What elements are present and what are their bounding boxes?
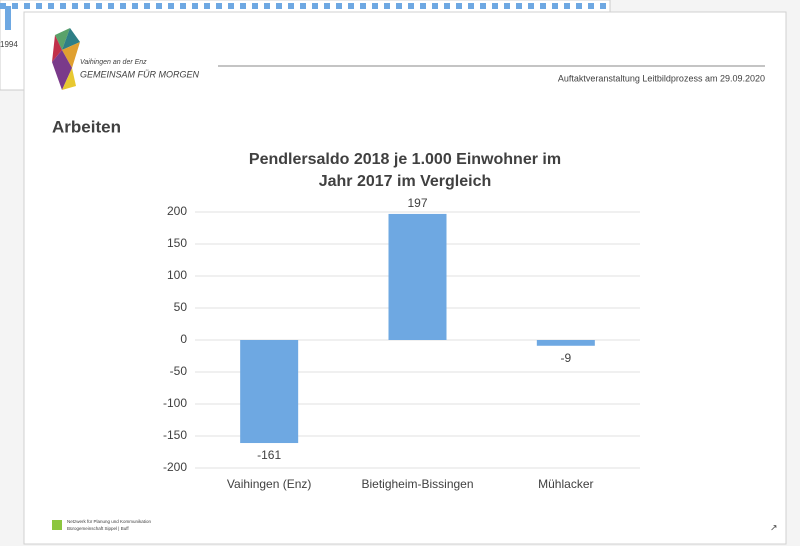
value-label: -9 [560, 351, 571, 365]
y-tick-label: 200 [167, 204, 187, 218]
logo-shape [52, 35, 62, 62]
footer-text: Netzwerk für Planung und Kommunikation [67, 519, 152, 524]
logo-shape [62, 68, 76, 90]
heading: Arbeiten [52, 117, 121, 136]
logo-main: GEMEINSAM FÜR MORGEN [80, 69, 200, 79]
event-text: Auftaktveranstaltung Leitbildprozess am … [558, 73, 765, 83]
background-label: 1994 [0, 40, 18, 49]
y-tick-label: -200 [163, 460, 187, 474]
y-tick-label: 0 [180, 332, 187, 346]
logo [52, 28, 80, 90]
bar [240, 340, 299, 444]
y-tick-label: 50 [174, 300, 188, 314]
chart-title: Jahr 2017 im Vergleich [319, 173, 492, 190]
corner-icon: ↗ [770, 522, 778, 532]
logo-shape [52, 50, 72, 90]
y-tick-label: -100 [163, 396, 187, 410]
value-label: 197 [407, 196, 427, 210]
chart-title: Pendlersaldo 2018 je 1.000 Einwohner im [249, 151, 561, 168]
logo-shape [62, 42, 80, 68]
bar [536, 340, 595, 346]
bar [388, 213, 447, 340]
logo-shape [55, 28, 70, 50]
footer-text: Bürogemeinschaft Sippel | Buff [67, 526, 129, 531]
logo-shape [62, 28, 80, 50]
value-label: -161 [257, 448, 281, 462]
x-tick-label: Vaihingen (Enz) [227, 477, 312, 491]
x-tick-label: Bietigheim-Bissingen [361, 477, 473, 491]
logo-small: Vaihingen an der Enz [80, 59, 147, 66]
y-tick-label: 150 [167, 236, 187, 250]
y-tick-label: 100 [167, 268, 187, 282]
y-tick-label: -150 [163, 428, 187, 442]
footer-logo [52, 520, 62, 530]
x-tick-label: Mühlacker [538, 477, 593, 491]
y-tick-label: -50 [170, 364, 188, 378]
